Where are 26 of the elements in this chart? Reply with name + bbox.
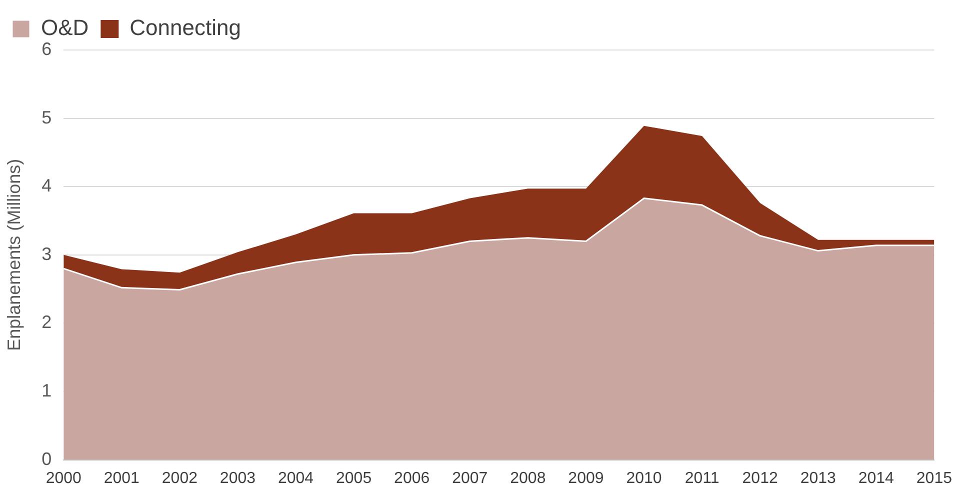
y-tick-label: 5: [42, 107, 52, 128]
y-tick-label: 1: [42, 380, 52, 400]
x-tick-label: 2001: [104, 470, 140, 487]
x-tick-label: 2000: [46, 470, 82, 487]
y-tick-label: 0: [42, 448, 52, 469]
x-tick-label: 2013: [800, 470, 836, 487]
x-tick-label: 2015: [916, 470, 952, 487]
x-tick-label: 2012: [742, 470, 778, 487]
x-tick-label: 2005: [336, 470, 372, 487]
x-tick-label: 2007: [452, 470, 488, 487]
legend-label: O&D: [41, 15, 89, 40]
x-tick-label: 2014: [858, 470, 894, 487]
x-tick-label: 2011: [684, 470, 720, 487]
y-axis-title: Enplanements (Millions): [4, 158, 24, 351]
y-tick-label: 2: [42, 312, 52, 332]
x-tick-label: 2006: [394, 470, 430, 487]
y-tick-label: 4: [42, 176, 52, 196]
x-tick-label: 2004: [278, 470, 314, 487]
legend-label: Connecting: [130, 15, 241, 40]
x-tick-label: 2009: [568, 470, 604, 487]
x-tick-label: 2010: [626, 470, 662, 487]
x-tick-label: 2003: [220, 470, 256, 487]
x-tick-label: 2008: [510, 470, 546, 487]
x-tick-label: 2002: [162, 470, 198, 487]
y-tick-label: 6: [42, 38, 52, 59]
y-tick-label: 3: [42, 244, 52, 264]
